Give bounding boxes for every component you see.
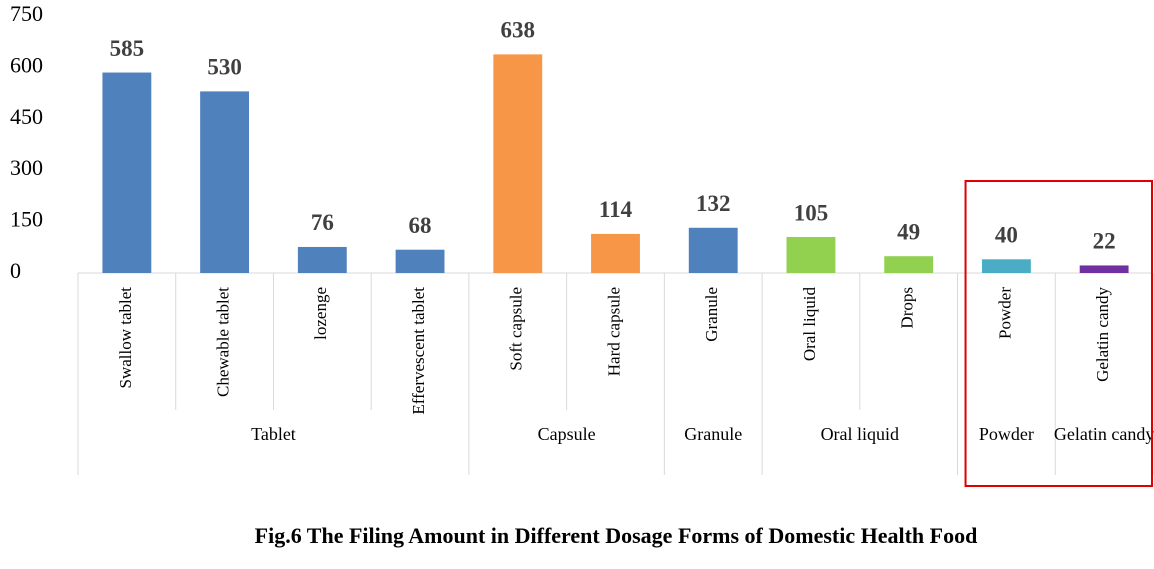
bar	[200, 91, 250, 274]
value-label: 76	[311, 210, 334, 235]
group-label: Gelatin candy	[1054, 424, 1154, 444]
value-label: 530	[207, 55, 242, 80]
x-tick-label: Swallow tablet	[116, 287, 135, 389]
value-label: 68	[409, 213, 432, 238]
bar	[884, 256, 934, 273]
chart-title: Fig.6 The Filing Amount in Different Dos…	[255, 523, 978, 548]
value-label: 132	[696, 191, 731, 216]
group-label: Capsule	[538, 424, 596, 444]
y-tick-label: 300	[10, 155, 43, 180]
x-tick-label: Oral liquid	[800, 287, 819, 362]
x-tick-label: Drops	[898, 287, 917, 329]
x-tick-label: Powder	[995, 287, 1014, 339]
bar	[688, 227, 738, 273]
y-tick-label: 750	[10, 1, 43, 26]
value-label: 40	[995, 223, 1018, 248]
group-label: Granule	[684, 424, 742, 444]
bar	[591, 233, 640, 273]
bar	[395, 249, 445, 273]
value-label: 585	[110, 36, 145, 61]
group-label: Powder	[979, 424, 1034, 444]
group-label: Tablet	[251, 424, 296, 444]
x-tick-label: Soft capsule	[507, 287, 526, 371]
x-tick-label: Effervescent tablet	[409, 287, 428, 415]
x-tick-label: Chewable tablet	[213, 287, 232, 397]
value-label: 22	[1093, 229, 1116, 254]
x-tick-label: Granule	[702, 287, 721, 342]
x-tick-label: Hard capsule	[604, 287, 623, 376]
y-tick-label: 600	[10, 52, 43, 77]
bar	[786, 237, 836, 273]
x-tick-label: lozenge	[311, 287, 330, 340]
bar	[297, 246, 347, 273]
value-label: 49	[897, 219, 920, 244]
bar	[102, 72, 152, 273]
y-tick-label: 0	[10, 258, 21, 283]
y-tick-label: 450	[10, 104, 43, 129]
group-label: Oral liquid	[821, 424, 900, 444]
value-label: 105	[794, 200, 829, 225]
x-tick-label: Gelatin candy	[1093, 287, 1112, 382]
highlight-box	[964, 180, 1154, 487]
bar	[981, 259, 1031, 273]
value-label: 114	[599, 197, 633, 222]
value-label: 638	[501, 18, 536, 43]
bar	[1079, 265, 1129, 273]
y-tick-label: 150	[10, 207, 43, 232]
bar	[493, 54, 543, 274]
